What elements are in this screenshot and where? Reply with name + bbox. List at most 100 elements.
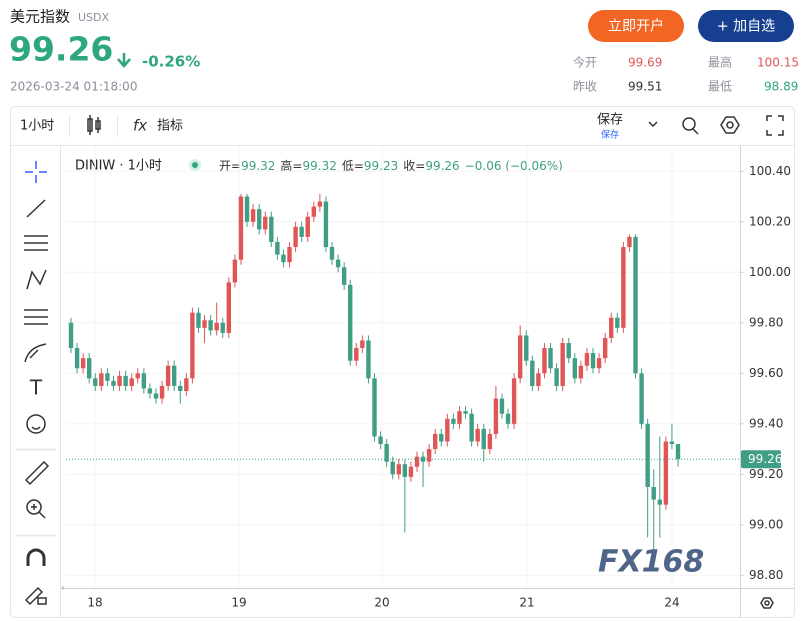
candle-body: [408, 466, 414, 477]
y-tick-label: 99.40: [749, 416, 783, 430]
candle-body: [305, 216, 310, 237]
indicators-button[interactable]: 指标: [157, 119, 183, 134]
add-watchlist-button[interactable]: + 加自选: [698, 10, 794, 42]
candle-body: [99, 373, 104, 386]
icon-part: [692, 128, 699, 135]
y-tick-label: 99.80: [749, 315, 783, 329]
candle-body: [256, 209, 262, 230]
last-price-label: 99.26: [748, 452, 782, 466]
instrument-name: 美元指数: [10, 8, 70, 26]
axis-settings-button[interactable]: [760, 597, 774, 609]
ruler-tool[interactable]: [24, 460, 50, 486]
candle-body: [578, 365, 584, 379]
quick-search-button[interactable]: [682, 117, 699, 135]
candle-body: [669, 441, 675, 445]
icon-part: [26, 414, 46, 434]
lock-tool[interactable]: [24, 586, 47, 606]
legend-value: 99.32: [302, 159, 336, 173]
candle-body: [390, 461, 395, 475]
candle-body: [378, 436, 383, 445]
interval-button[interactable]: 1小时: [20, 119, 54, 134]
save-dropdown[interactable]: [648, 121, 658, 128]
zoom-tool[interactable]: [26, 499, 46, 519]
y-tick-label: 99.60: [749, 366, 783, 380]
x-tick-label: 19: [231, 596, 246, 610]
candle-body: [281, 254, 286, 263]
stat-value: 100.15: [757, 56, 799, 70]
button-label: 立即开户: [608, 18, 664, 35]
settings-button[interactable]: [720, 116, 740, 134]
watermark: FX168: [598, 545, 704, 580]
legend-value: 99.23: [364, 159, 398, 173]
icon-part: [682, 117, 696, 131]
candle-body: [348, 284, 353, 361]
candle-body: [663, 441, 669, 505]
candle-body: [196, 312, 201, 328]
candle-body: [226, 282, 232, 333]
icon-part: [31, 504, 37, 510]
candle-body: [360, 340, 365, 349]
magnet-tool[interactable]: [26, 548, 46, 566]
stat-label: 昨收: [573, 80, 597, 94]
datetime: 2026-03-24 01:18:00: [10, 80, 137, 94]
candle-body: [208, 320, 213, 331]
pattern-tool[interactable]: [26, 269, 47, 290]
candle-body: [275, 241, 280, 255]
candle-body: [74, 348, 80, 369]
candle-body: [414, 456, 420, 467]
candle-body: [244, 196, 250, 222]
projection-tool[interactable]: [24, 309, 48, 325]
price: 99.26: [9, 30, 113, 69]
candle-body: [560, 343, 565, 386]
candle-type-button[interactable]: [87, 115, 101, 135]
fib-tool[interactable]: [24, 235, 48, 251]
button-bg: [698, 10, 794, 42]
text-tool[interactable]: T: [29, 376, 43, 400]
candle-body: [463, 411, 468, 414]
open-account-button[interactable]: 立即开户: [588, 10, 684, 42]
save-button[interactable]: 保存: [597, 113, 623, 128]
sidebar-collapse[interactable]: ‹: [61, 584, 65, 594]
crosshair-tool[interactable]: [25, 161, 47, 183]
candle-body: [433, 433, 438, 450]
candle-body: [68, 322, 74, 349]
icon-part: [26, 499, 42, 515]
candle-body: [590, 353, 596, 369]
candle-body: [396, 464, 401, 475]
icon-part: [31, 426, 41, 430]
candle-body: [675, 444, 681, 460]
candle-body: [524, 335, 529, 361]
fullscreen-button[interactable]: [766, 115, 784, 136]
candle-body: [517, 335, 523, 379]
icon-part: [760, 597, 774, 609]
icon-part: [720, 116, 740, 134]
candle-body: [627, 236, 632, 248]
candle-body: [493, 398, 499, 434]
candle-body: [621, 247, 626, 328]
candle-body: [451, 418, 456, 424]
candle-body: [165, 365, 171, 386]
trendline-tool[interactable]: [26, 199, 46, 218]
stat-label: 今开: [573, 55, 597, 70]
instrument-code: USDX: [78, 11, 110, 24]
stat-label: 最低: [708, 80, 732, 94]
candle-body: [530, 360, 535, 386]
y-tick-label: 99.00: [749, 517, 783, 531]
chart-panel: [10, 106, 795, 618]
last-price-tag: [741, 450, 781, 469]
candle-body: [153, 393, 159, 399]
candle-body: [87, 358, 92, 379]
candle-body: [329, 247, 335, 260]
emoji-tool[interactable]: [26, 414, 46, 434]
candle-body: [511, 378, 517, 424]
candle-body: [184, 378, 189, 391]
brush-tool[interactable]: [24, 343, 47, 363]
candle-body: [572, 358, 578, 379]
candle-body: [129, 378, 134, 386]
candle-body: [584, 353, 590, 366]
candle-body: [445, 418, 450, 442]
candle-body: [402, 464, 408, 477]
candle-body: [335, 259, 341, 268]
candle-body: [214, 322, 219, 331]
